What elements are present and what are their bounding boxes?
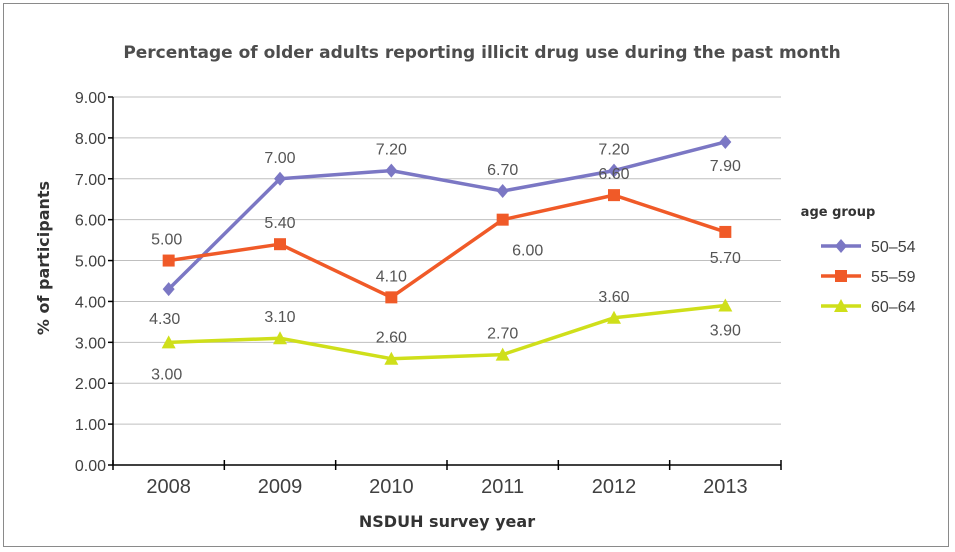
data-label: 7.20 bbox=[376, 142, 407, 159]
diamond-marker bbox=[835, 239, 847, 253]
x-tick-label: 2008 bbox=[146, 476, 191, 498]
diamond-marker bbox=[608, 163, 620, 178]
series-line bbox=[168, 303, 726, 361]
triangle-marker bbox=[607, 310, 621, 324]
data-label: 3.00 bbox=[151, 366, 182, 383]
data-label: 3.90 bbox=[710, 323, 741, 340]
x-tick-label: 2011 bbox=[481, 476, 524, 498]
legend-label: 50–54 bbox=[871, 239, 916, 256]
chart-frame bbox=[3, 3, 949, 547]
data-label: 2.70 bbox=[487, 326, 518, 343]
x-tick-label: 2013 bbox=[703, 476, 748, 498]
chart-title: Percentage of older adults reporting ill… bbox=[123, 43, 840, 63]
gridlines bbox=[113, 96, 781, 425]
diamond-marker bbox=[385, 163, 398, 178]
y-tick-label: 4.00 bbox=[75, 294, 106, 311]
square-marker bbox=[385, 291, 398, 304]
y-tick-label: 1.00 bbox=[75, 417, 106, 434]
diamond-marker bbox=[274, 171, 286, 186]
data-label: 3.60 bbox=[598, 289, 629, 306]
triangle-marker bbox=[273, 331, 287, 345]
square-marker bbox=[274, 238, 286, 251]
series-50–54 bbox=[162, 134, 732, 297]
diamond-marker bbox=[496, 184, 509, 199]
triangle-marker bbox=[718, 298, 733, 312]
triangle-marker bbox=[834, 299, 848, 312]
legend-item: 55–59 bbox=[821, 269, 916, 286]
legend-label: 60–64 bbox=[871, 299, 916, 316]
data-label: 6.00 bbox=[512, 243, 543, 260]
legend-title: age group bbox=[801, 205, 876, 220]
square-marker bbox=[496, 213, 509, 226]
series-line bbox=[168, 193, 726, 300]
data-label: 7.20 bbox=[598, 142, 629, 159]
x-axis-title: NSDUH survey year bbox=[359, 512, 535, 531]
series-55–59 bbox=[162, 189, 732, 304]
triangle-marker bbox=[161, 335, 176, 349]
y-tick-label: 5.00 bbox=[75, 254, 106, 271]
square-marker bbox=[608, 189, 620, 202]
triangle-marker bbox=[495, 347, 510, 361]
diamond-marker bbox=[162, 282, 175, 297]
square-marker bbox=[719, 225, 732, 238]
legend-item: 60–64 bbox=[821, 299, 916, 316]
x-tick-label: 2012 bbox=[592, 476, 637, 498]
data-label: 5.40 bbox=[264, 215, 295, 232]
square-marker bbox=[162, 254, 175, 267]
y-tick-label: 7.00 bbox=[75, 172, 106, 189]
axes: 0.00 1.00 2.00 3.00 4.00 5.00 6.00 7.00 8.00 9.00… bbox=[75, 90, 782, 498]
series-lines bbox=[161, 134, 733, 365]
x-tick-label: 2009 bbox=[258, 476, 303, 498]
legend-item: 50–54 bbox=[821, 239, 916, 256]
series-line bbox=[167, 140, 726, 291]
data-label: 2.60 bbox=[376, 330, 407, 347]
y-tick-label: 2.00 bbox=[75, 376, 106, 393]
data-label: 4.30 bbox=[149, 311, 180, 328]
data-label: 4.10 bbox=[376, 268, 407, 285]
y-tick-label: 8.00 bbox=[75, 131, 106, 148]
data-label: 7.90 bbox=[710, 158, 741, 175]
legend: 50–54 55–59 60–64 bbox=[821, 239, 916, 316]
x-tick-label: 2010 bbox=[369, 476, 414, 498]
data-label: 7.00 bbox=[264, 150, 295, 167]
data-label: 5.70 bbox=[710, 250, 741, 267]
data-label: 5.00 bbox=[151, 232, 182, 249]
y-axis-title: % of participants bbox=[34, 181, 53, 335]
series-60–64 bbox=[161, 298, 733, 365]
y-tick-label: 6.00 bbox=[75, 213, 106, 230]
data-label: 6.60 bbox=[598, 166, 629, 183]
y-tick-label: 0.00 bbox=[75, 458, 106, 475]
diamond-marker bbox=[719, 134, 732, 149]
y-tick-label: 9.00 bbox=[75, 90, 106, 107]
triangle-marker bbox=[384, 351, 399, 365]
legend-label: 55–59 bbox=[871, 269, 916, 286]
data-label: 3.10 bbox=[264, 309, 295, 326]
y-tick-label: 3.00 bbox=[75, 335, 106, 352]
square-marker bbox=[835, 270, 847, 282]
data-label: 6.70 bbox=[487, 162, 518, 179]
data-labels: 4.30 7.00 7.20 6.70 7.20 7.90 5.00 5.40 4.10 6.00… bbox=[149, 142, 741, 384]
